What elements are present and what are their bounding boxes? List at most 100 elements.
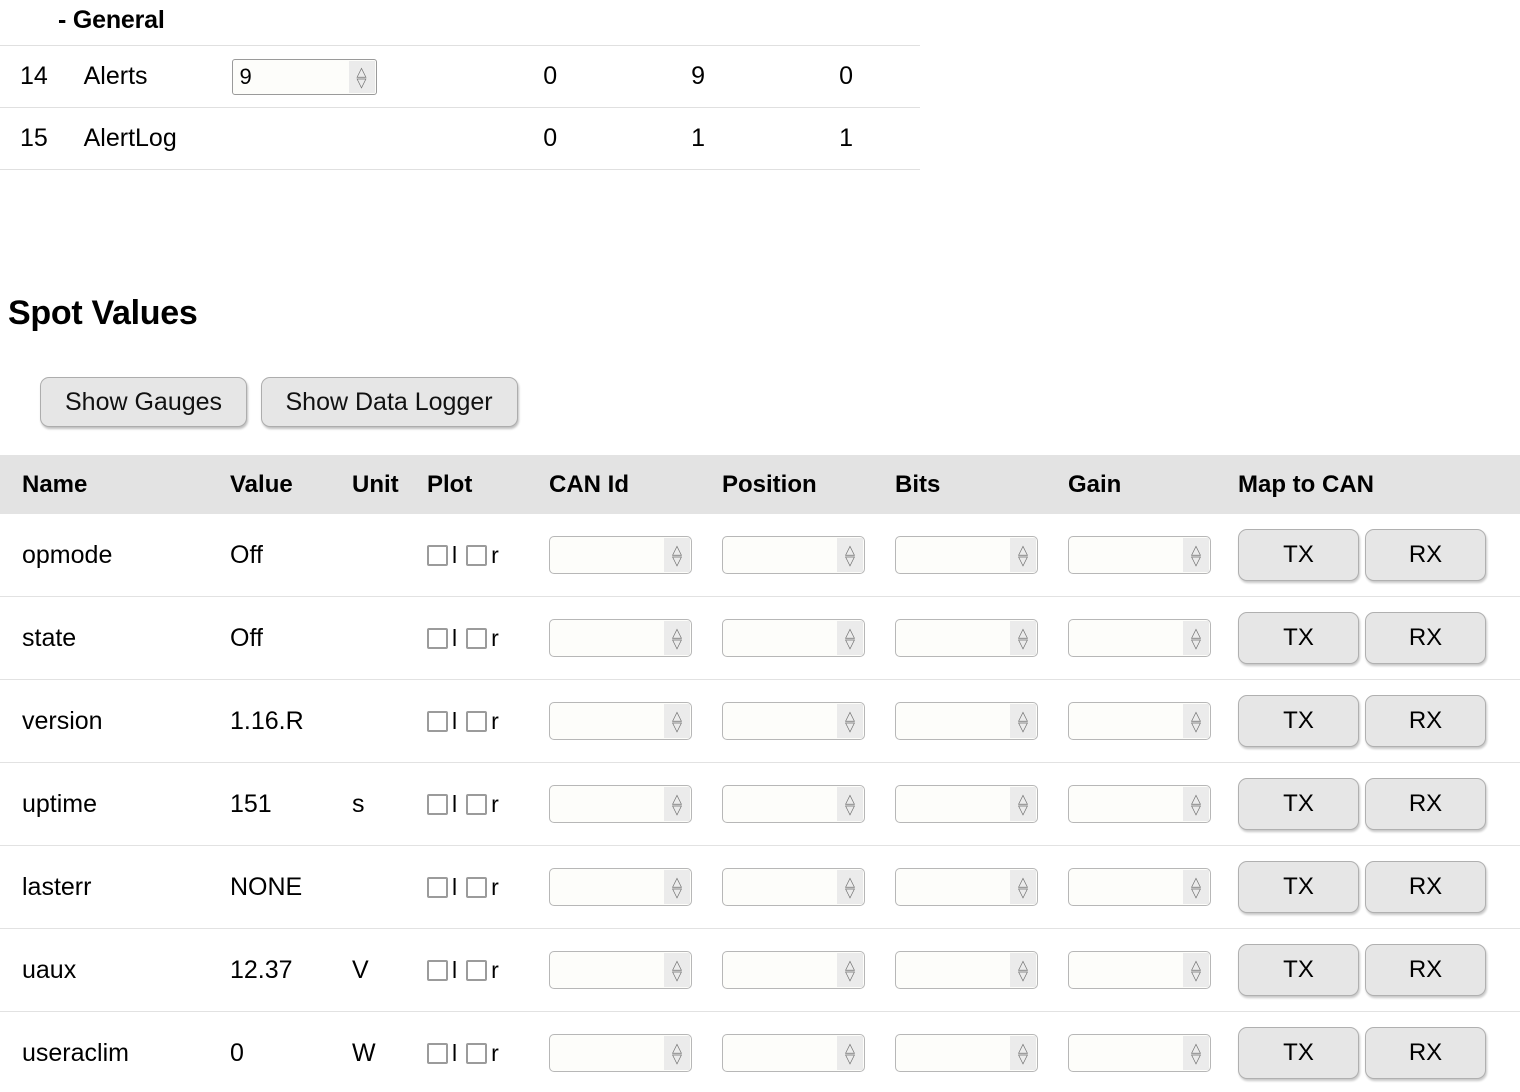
spinner-arrows[interactable]: △ ▽	[664, 870, 690, 904]
spinner-up-icon[interactable]: △	[845, 791, 855, 806]
position-input[interactable]: △ ▽	[722, 702, 865, 740]
spinner-down-icon[interactable]: ▽	[1191, 885, 1201, 900]
spinner-arrows[interactable]: △ ▽	[664, 704, 690, 738]
spinner-arrows[interactable]: △ ▽	[664, 1036, 690, 1070]
spinner-arrows[interactable]: △ ▽	[837, 787, 863, 821]
spinner-arrows[interactable]: △ ▽	[837, 704, 863, 738]
spinner-down-icon[interactable]: ▽	[1191, 802, 1201, 817]
plot-right-checkbox[interactable]	[466, 1043, 488, 1065]
spinner-down-icon[interactable]: ▽	[1018, 1051, 1028, 1066]
bits-input[interactable]: △ ▽	[895, 619, 1038, 657]
gain-input[interactable]: △ ▽	[1068, 619, 1211, 657]
bits-input[interactable]: △ ▽	[895, 1034, 1038, 1072]
spinner-up-icon[interactable]: △	[672, 957, 682, 972]
rx-button[interactable]: RX	[1365, 529, 1486, 581]
spinner-down-icon[interactable]: ▽	[672, 719, 682, 734]
tx-button[interactable]: TX	[1238, 861, 1359, 913]
spinner-arrows[interactable]: △ ▽	[348, 60, 375, 93]
spinner-down-icon[interactable]: ▽	[1018, 553, 1028, 568]
spinner-arrows[interactable]: △ ▽	[1183, 704, 1209, 738]
plot-right-checkbox[interactable]	[466, 877, 488, 899]
spinner-down-icon[interactable]: ▽	[1018, 802, 1028, 817]
spinner-down-icon[interactable]: ▽	[1191, 553, 1201, 568]
spinner-arrows[interactable]: △ ▽	[664, 953, 690, 987]
spinner-up-icon[interactable]: △	[1191, 874, 1201, 889]
plot-right-checkbox[interactable]	[466, 960, 488, 982]
plot-left-checkbox[interactable]	[427, 711, 448, 733]
spinner-up-icon[interactable]: △	[672, 874, 682, 889]
spinner-arrows[interactable]: △ ▽	[1183, 538, 1209, 572]
bits-input[interactable]: △ ▽	[895, 785, 1038, 823]
tx-button[interactable]: TX	[1238, 529, 1359, 581]
spinner-up-icon[interactable]: △	[1018, 625, 1028, 640]
spinner-down-icon[interactable]: ▽	[1191, 1051, 1201, 1066]
spinner-up-icon[interactable]: △	[845, 542, 855, 557]
spinner-up-icon[interactable]: △	[356, 63, 367, 79]
can-id-input[interactable]: △ ▽	[549, 1034, 692, 1072]
spinner-arrows[interactable]: △ ▽	[1010, 538, 1036, 572]
spinner-arrows[interactable]: △ ▽	[1183, 787, 1209, 821]
plot-left-checkbox[interactable]	[427, 545, 448, 567]
spinner-down-icon[interactable]: ▽	[356, 74, 367, 90]
rx-button[interactable]: RX	[1365, 861, 1486, 913]
spinner-up-icon[interactable]: △	[845, 1040, 855, 1055]
gain-input[interactable]: △ ▽	[1068, 951, 1211, 989]
tx-button[interactable]: TX	[1238, 778, 1359, 830]
plot-left-checkbox[interactable]	[427, 1043, 448, 1065]
spinner-up-icon[interactable]: △	[845, 874, 855, 889]
rx-button[interactable]: RX	[1365, 1027, 1486, 1079]
spinner-down-icon[interactable]: ▽	[672, 1051, 682, 1066]
spinner-down-icon[interactable]: ▽	[845, 968, 855, 983]
spinner-arrows[interactable]: △ ▽	[1183, 1036, 1209, 1070]
position-input[interactable]: △ ▽	[722, 536, 865, 574]
spinner-arrows[interactable]: △ ▽	[1010, 787, 1036, 821]
spinner-down-icon[interactable]: ▽	[1018, 885, 1028, 900]
spinner-arrows[interactable]: △ ▽	[1183, 621, 1209, 655]
spinner-up-icon[interactable]: △	[672, 542, 682, 557]
tx-button[interactable]: TX	[1238, 944, 1359, 996]
spinner-arrows[interactable]: △ ▽	[1010, 621, 1036, 655]
spinner-up-icon[interactable]: △	[1191, 708, 1201, 723]
plot-right-checkbox[interactable]	[466, 628, 488, 650]
plot-left-checkbox[interactable]	[427, 877, 448, 899]
bits-input[interactable]: △ ▽	[895, 951, 1038, 989]
can-id-input[interactable]: △ ▽	[549, 951, 692, 989]
bits-input[interactable]: △ ▽	[895, 702, 1038, 740]
rx-button[interactable]: RX	[1365, 778, 1486, 830]
spinner-down-icon[interactable]: ▽	[1018, 719, 1028, 734]
spinner-arrows[interactable]: △ ▽	[1010, 1036, 1036, 1070]
position-input[interactable]: △ ▽	[722, 868, 865, 906]
spinner-down-icon[interactable]: ▽	[672, 636, 682, 651]
spinner-down-icon[interactable]: ▽	[1191, 719, 1201, 734]
rx-button[interactable]: RX	[1365, 612, 1486, 664]
spinner-arrows[interactable]: △ ▽	[664, 538, 690, 572]
show-data-logger-button[interactable]: Show Data Logger	[260, 377, 518, 427]
spinner-up-icon[interactable]: △	[672, 1040, 682, 1055]
spinner-up-icon[interactable]: △	[672, 791, 682, 806]
can-id-input[interactable]: △ ▽	[549, 536, 692, 574]
spinner-up-icon[interactable]: △	[1191, 542, 1201, 557]
spinner-arrows[interactable]: △ ▽	[1010, 704, 1036, 738]
tx-button[interactable]: TX	[1238, 612, 1359, 664]
gain-input[interactable]: △ ▽	[1068, 536, 1211, 574]
gain-input[interactable]: △ ▽	[1068, 702, 1211, 740]
position-input[interactable]: △ ▽	[722, 785, 865, 823]
spinner-arrows[interactable]: △ ▽	[664, 621, 690, 655]
spinner-arrows[interactable]: △ ▽	[1183, 953, 1209, 987]
spinner-up-icon[interactable]: △	[845, 625, 855, 640]
bits-input[interactable]: △ ▽	[895, 868, 1038, 906]
spinner-up-icon[interactable]: △	[1018, 874, 1028, 889]
spinner-arrows[interactable]: △ ▽	[837, 870, 863, 904]
rx-button[interactable]: RX	[1365, 944, 1486, 996]
spinner-up-icon[interactable]: △	[1191, 791, 1201, 806]
spinner-down-icon[interactable]: ▽	[672, 968, 682, 983]
position-input[interactable]: △ ▽	[722, 1034, 865, 1072]
spinner-up-icon[interactable]: △	[672, 708, 682, 723]
spinner-arrows[interactable]: △ ▽	[1010, 953, 1036, 987]
position-input[interactable]: △ ▽	[722, 619, 865, 657]
can-id-input[interactable]: △ ▽	[549, 785, 692, 823]
plot-right-checkbox[interactable]	[466, 711, 488, 733]
spinner-down-icon[interactable]: ▽	[845, 636, 855, 651]
spinner-up-icon[interactable]: △	[1018, 957, 1028, 972]
spinner-up-icon[interactable]: △	[1191, 625, 1201, 640]
